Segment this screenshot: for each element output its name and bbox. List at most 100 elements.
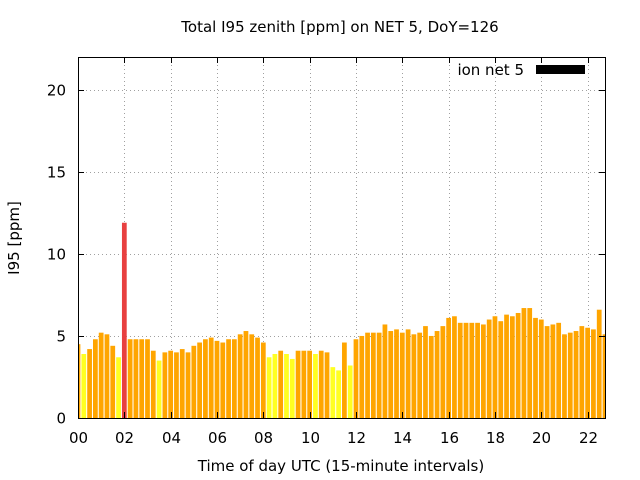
bar <box>347 365 353 418</box>
bar <box>446 317 452 418</box>
chart-title: Total I95 zenith [ppm] on NET 5, DoY=126 <box>180 18 498 36</box>
bar <box>133 339 139 418</box>
bar <box>226 339 231 418</box>
bar <box>342 342 347 418</box>
bar <box>220 342 226 418</box>
y-tick-label: 0 <box>56 410 66 428</box>
bar <box>457 322 463 418</box>
bar <box>185 352 191 418</box>
bar <box>359 335 365 418</box>
bar <box>481 324 486 418</box>
bars <box>78 222 605 418</box>
bar <box>266 357 272 418</box>
bar <box>81 354 87 418</box>
bar <box>127 339 133 418</box>
bar <box>567 332 573 418</box>
bar <box>255 337 260 418</box>
bar <box>515 312 521 418</box>
bar <box>469 322 475 418</box>
bar <box>602 334 605 418</box>
bar <box>544 326 550 418</box>
bar <box>313 354 318 418</box>
bar <box>423 326 428 418</box>
bar <box>521 308 527 418</box>
bar <box>573 331 579 418</box>
bar <box>492 316 498 418</box>
bar <box>394 329 399 418</box>
bar <box>156 360 162 418</box>
bar <box>382 324 388 418</box>
bar <box>411 334 417 418</box>
bar <box>486 319 492 418</box>
bar <box>92 339 98 418</box>
legend-swatch <box>536 65 585 74</box>
legend-label: ion net 5 <box>457 61 524 79</box>
bar <box>104 334 110 418</box>
bar <box>475 322 480 418</box>
x-tick-label: 06 <box>208 429 227 447</box>
bar <box>203 339 208 418</box>
bar <box>284 354 289 418</box>
x-tick-label: 22 <box>579 429 598 447</box>
bar <box>162 352 168 418</box>
bar <box>324 352 330 418</box>
bar <box>116 357 121 418</box>
x-tick-label: 12 <box>347 429 366 447</box>
x-tick-label: 14 <box>393 429 412 447</box>
bar <box>139 339 145 418</box>
bar <box>463 322 469 418</box>
bar <box>388 331 394 418</box>
bar <box>405 329 411 418</box>
bar <box>179 349 185 418</box>
bar <box>295 350 301 418</box>
bar <box>260 342 266 418</box>
bar <box>556 322 562 418</box>
bar <box>538 319 544 418</box>
bar <box>318 350 324 418</box>
bar <box>533 317 538 418</box>
bar <box>399 332 405 418</box>
bar <box>550 324 556 418</box>
bar <box>197 342 202 418</box>
x-tick-label: 18 <box>486 429 505 447</box>
x-tick-label: 00 <box>69 429 88 447</box>
y-tick-label: 5 <box>56 328 66 346</box>
bar <box>214 340 220 418</box>
bar <box>504 314 509 418</box>
bar <box>452 316 457 418</box>
bar <box>174 352 179 418</box>
y-tick-label: 15 <box>47 164 66 182</box>
bar <box>249 334 255 418</box>
bar <box>376 332 382 418</box>
bar <box>434 331 440 418</box>
bar <box>428 335 434 418</box>
bar <box>78 344 81 418</box>
bar <box>110 345 116 418</box>
x-tick-label: 08 <box>254 429 273 447</box>
bar <box>145 339 150 418</box>
x-tick-label: 02 <box>115 429 134 447</box>
y-tick-label: 20 <box>47 82 66 100</box>
bar <box>121 222 127 418</box>
bar <box>596 309 602 418</box>
bar <box>208 337 214 418</box>
x-tick-label: 04 <box>162 429 181 447</box>
bar <box>243 331 249 418</box>
y-axis-label: I95 [ppm] <box>5 201 23 275</box>
x-tick-label: 16 <box>440 429 459 447</box>
bar <box>330 367 336 418</box>
bar <box>417 332 423 418</box>
bar <box>237 334 243 418</box>
bar <box>562 334 567 418</box>
bar <box>150 350 156 418</box>
bar <box>365 332 370 418</box>
bar <box>353 339 359 418</box>
bar <box>307 350 313 418</box>
bar <box>289 358 295 418</box>
bar <box>498 321 504 418</box>
y-tick-label: 10 <box>47 246 66 264</box>
bar <box>168 350 174 418</box>
bar <box>370 332 376 418</box>
x-axis-label: Time of day UTC (15-minute intervals) <box>197 457 484 475</box>
